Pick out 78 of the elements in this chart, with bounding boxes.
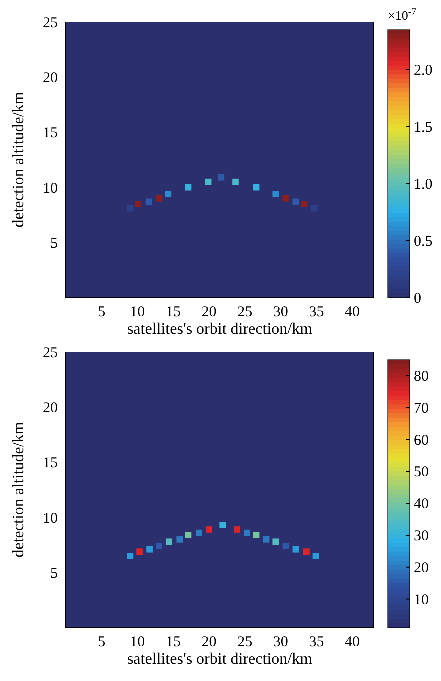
point bbox=[263, 536, 270, 543]
point bbox=[127, 553, 134, 560]
color-bar-label: 60 bbox=[414, 432, 429, 449]
color-bar-label: 1.0 bbox=[414, 176, 433, 193]
y-tick-label: 20 bbox=[43, 400, 58, 417]
point bbox=[220, 522, 226, 528]
y-tick-label: 20 bbox=[43, 70, 58, 87]
point bbox=[232, 178, 239, 186]
color-bar-label: 20 bbox=[414, 560, 429, 576]
x-tick-label: 15 bbox=[166, 304, 181, 321]
x-tick-label: 10 bbox=[130, 634, 146, 651]
x-tick-label: 25 bbox=[238, 304, 253, 321]
x-tick-label: 40 bbox=[345, 304, 360, 321]
point bbox=[282, 543, 290, 550]
color-bar-label: 0.5 bbox=[414, 234, 433, 250]
y-tick-label: 5 bbox=[50, 566, 58, 582]
x-tick-label: 5 bbox=[98, 634, 106, 651]
point bbox=[205, 178, 212, 186]
color-bar-label: 50 bbox=[414, 464, 429, 481]
x-tick-label: 35 bbox=[309, 634, 324, 651]
x-axis-title: satellites's orbit direction/km bbox=[127, 321, 314, 338]
color-bar-label: 1.5 bbox=[414, 120, 433, 136]
point bbox=[253, 532, 260, 538]
point bbox=[218, 174, 225, 181]
point bbox=[244, 530, 250, 536]
point bbox=[127, 205, 134, 212]
color-bar-label: 10 bbox=[414, 592, 429, 608]
point bbox=[146, 198, 152, 206]
x-tick-label: 40 bbox=[345, 634, 360, 651]
x-tick-label: 5 bbox=[98, 304, 106, 321]
y-tick-label: 25 bbox=[43, 15, 58, 32]
point bbox=[136, 548, 143, 555]
point bbox=[304, 548, 310, 555]
y-tick-label: 10 bbox=[43, 180, 58, 197]
point bbox=[282, 195, 290, 202]
y-axis-title: detection altitude/km bbox=[10, 422, 28, 558]
x-tick-label: 15 bbox=[166, 634, 181, 651]
point bbox=[234, 526, 240, 533]
point bbox=[301, 201, 308, 208]
y-tick-label: 15 bbox=[43, 456, 58, 472]
y-tick-label: 25 bbox=[43, 345, 58, 362]
point bbox=[272, 538, 280, 546]
x-axis-title: satellites's orbit direction/km bbox=[127, 651, 314, 668]
color-bar-label: 80 bbox=[414, 368, 429, 385]
y-tick-label: 15 bbox=[43, 126, 58, 142]
x-tick-label: 30 bbox=[273, 634, 288, 651]
color-bar-label: 40 bbox=[414, 496, 429, 513]
color-bar-title: ×10$^{-7}$ bbox=[388, 6, 417, 23]
point bbox=[135, 201, 142, 208]
y-tick-label: 5 bbox=[50, 236, 58, 252]
color-bar-label: 0 bbox=[414, 291, 422, 307]
point bbox=[165, 191, 172, 198]
color-bar-label: 70 bbox=[414, 400, 429, 417]
point bbox=[156, 195, 162, 202]
point bbox=[292, 546, 300, 553]
point bbox=[311, 205, 318, 212]
point bbox=[196, 530, 202, 536]
x-tick-label: 20 bbox=[202, 304, 217, 321]
point bbox=[156, 543, 162, 550]
color-bar-label: 30 bbox=[414, 528, 429, 544]
point bbox=[146, 546, 153, 553]
point bbox=[176, 536, 184, 543]
x-tick-label: 25 bbox=[238, 634, 253, 651]
x-tick-label: 10 bbox=[130, 304, 146, 321]
point bbox=[292, 198, 300, 206]
point bbox=[312, 553, 320, 560]
x-tick-label: 35 bbox=[309, 304, 324, 321]
point bbox=[185, 184, 192, 191]
color-bar-label: 2.0 bbox=[414, 62, 433, 79]
y-axis-title: detection altitude/km bbox=[10, 92, 28, 228]
point bbox=[166, 538, 172, 546]
y-tick-label: 10 bbox=[43, 510, 58, 527]
point bbox=[272, 191, 280, 198]
point bbox=[206, 526, 212, 533]
point bbox=[185, 532, 192, 538]
x-tick-label: 30 bbox=[273, 304, 288, 321]
point bbox=[253, 184, 260, 191]
x-tick-label: 20 bbox=[202, 634, 217, 651]
